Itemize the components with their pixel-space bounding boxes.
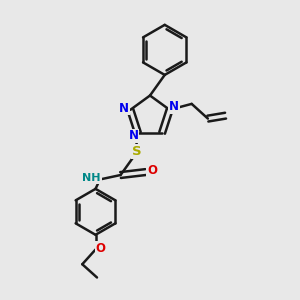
Text: NH: NH bbox=[82, 173, 101, 183]
Text: S: S bbox=[132, 145, 142, 158]
Text: O: O bbox=[147, 164, 157, 177]
Text: N: N bbox=[119, 102, 129, 115]
Text: N: N bbox=[128, 129, 139, 142]
Text: O: O bbox=[96, 242, 106, 254]
Text: N: N bbox=[169, 100, 179, 113]
